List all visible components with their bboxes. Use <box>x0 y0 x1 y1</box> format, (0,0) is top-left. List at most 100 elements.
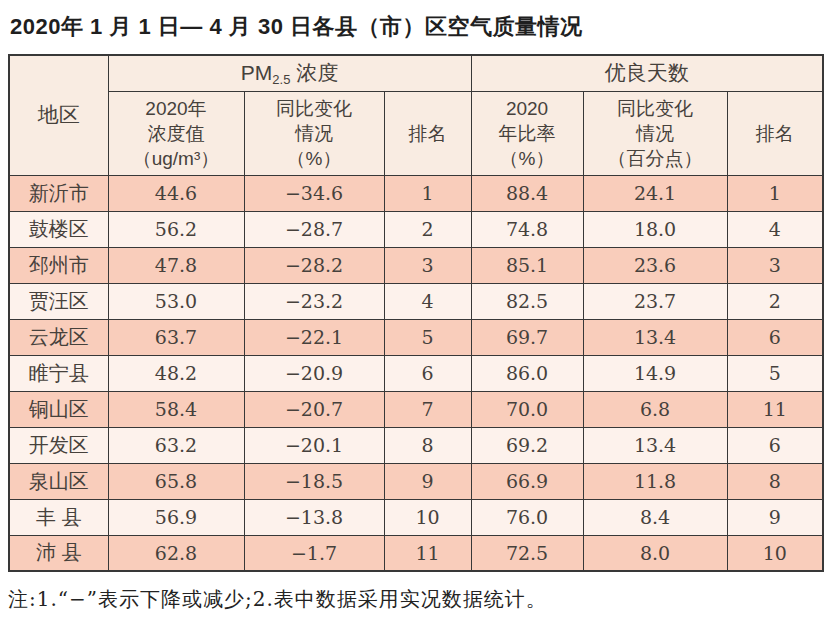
gd-rank-cell: 3 <box>727 247 823 283</box>
pm-rank-cell: 8 <box>384 427 471 463</box>
table-row: 铜山区 58.4 −20.7 7 70.0 6.8 11 <box>9 391 823 427</box>
gd-rank-cell: 1 <box>727 175 823 211</box>
table-row: 沛 县 62.8 −1.7 11 72.5 8.0 10 <box>9 535 823 571</box>
pm-value-cell: 58.4 <box>108 391 244 427</box>
pm-change-cell: −23.2 <box>244 283 384 319</box>
pm-value-cell: 56.9 <box>108 499 244 535</box>
gd-ratio-cell: 69.2 <box>471 427 583 463</box>
region-cell: 云龙区 <box>9 319 108 355</box>
gd-change-header: 同比变化 情况 （百分点） <box>583 91 727 175</box>
pm25-label-subscript: 2.5 <box>272 72 290 87</box>
pm-value-cell: 62.8 <box>108 535 244 571</box>
gd-ratio-cell: 86.0 <box>471 355 583 391</box>
table-body: 新沂市 44.6 −34.6 1 88.4 24.1 1 鼓楼区 56.2 −2… <box>9 175 823 571</box>
gd-ratio-cell: 72.5 <box>471 535 583 571</box>
region-cell: 泉山区 <box>9 463 108 499</box>
pm-value-cell: 47.8 <box>108 247 244 283</box>
table-row: 睢宁县 48.2 −20.9 6 86.0 14.9 5 <box>9 355 823 391</box>
table-row: 开发区 63.2 −20.1 8 69.2 13.4 6 <box>9 427 823 463</box>
gd-rank-cell: 5 <box>727 355 823 391</box>
pm-change-cell: −20.7 <box>244 391 384 427</box>
region-cell: 睢宁县 <box>9 355 108 391</box>
pm25-group-header: PM2.5 浓度 <box>108 55 471 91</box>
page: 2020年 1 月 1 日— 4 月 30 日各县（市）区空气质量情况 地区 P… <box>0 0 825 620</box>
region-cell: 贾汪区 <box>9 283 108 319</box>
air-quality-table: 地区 PM2.5 浓度 优良天数 2020年 浓度值 （ug/m³） 同比变化 … <box>8 54 824 572</box>
pm-value-cell: 56.2 <box>108 211 244 247</box>
good-days-group-header: 优良天数 <box>471 55 823 91</box>
gd-rank-cell: 4 <box>727 211 823 247</box>
region-cell: 新沂市 <box>9 175 108 211</box>
gd-rank-header: 排名 <box>727 91 823 175</box>
pm-rank-cell: 2 <box>384 211 471 247</box>
pm-change-cell: −18.5 <box>244 463 384 499</box>
pm-change-cell: −1.7 <box>244 535 384 571</box>
gd-ratio-cell: 74.8 <box>471 211 583 247</box>
header-sub-row: 2020年 浓度值 （ug/m³） 同比变化 情况 （%） 排名 2020 年比… <box>9 91 823 175</box>
gd-ratio-cell: 76.0 <box>471 499 583 535</box>
page-title: 2020年 1 月 1 日— 4 月 30 日各县（市）区空气质量情况 <box>10 12 817 42</box>
gd-change-cell: 18.0 <box>583 211 727 247</box>
footnote: 注:1.“−”表示下降或减少;2.表中数据采用实况数据统计。 <box>8 586 817 613</box>
table-row: 贾汪区 53.0 −23.2 4 82.5 23.7 2 <box>9 283 823 319</box>
table-row: 新沂市 44.6 −34.6 1 88.4 24.1 1 <box>9 175 823 211</box>
gd-change-cell: 6.8 <box>583 391 727 427</box>
gd-rank-cell: 10 <box>727 535 823 571</box>
pm-rank-cell: 7 <box>384 391 471 427</box>
pm-value-cell: 44.6 <box>108 175 244 211</box>
pm-value-cell: 63.7 <box>108 319 244 355</box>
pm25-label-suffix: 浓度 <box>290 61 338 84</box>
pm-rank-cell: 10 <box>384 499 471 535</box>
gd-ratio-header: 2020 年比率 （%） <box>471 91 583 175</box>
pm-rank-cell: 5 <box>384 319 471 355</box>
gd-ratio-cell: 69.7 <box>471 319 583 355</box>
gd-ratio-cell: 85.1 <box>471 247 583 283</box>
gd-change-cell: 11.8 <box>583 463 727 499</box>
pm-change-cell: −28.2 <box>244 247 384 283</box>
pm-rank-cell: 6 <box>384 355 471 391</box>
gd-ratio-cell: 82.5 <box>471 283 583 319</box>
pm-rank-cell: 4 <box>384 283 471 319</box>
gd-rank-cell: 11 <box>727 391 823 427</box>
table-row: 云龙区 63.7 −22.1 5 69.7 13.4 6 <box>9 319 823 355</box>
pm-rank-cell: 3 <box>384 247 471 283</box>
pm-value-cell: 63.2 <box>108 427 244 463</box>
gd-ratio-cell: 88.4 <box>471 175 583 211</box>
region-cell: 邳州市 <box>9 247 108 283</box>
pm-change-cell: −22.1 <box>244 319 384 355</box>
gd-rank-cell: 8 <box>727 463 823 499</box>
pm-rank-header: 排名 <box>384 91 471 175</box>
table-header: 地区 PM2.5 浓度 优良天数 2020年 浓度值 （ug/m³） 同比变化 … <box>9 55 823 175</box>
gd-rank-cell: 9 <box>727 499 823 535</box>
table-row: 丰 县 56.9 −13.8 10 76.0 8.4 9 <box>9 499 823 535</box>
region-cell: 铜山区 <box>9 391 108 427</box>
gd-ratio-cell: 66.9 <box>471 463 583 499</box>
region-cell: 开发区 <box>9 427 108 463</box>
region-cell: 鼓楼区 <box>9 211 108 247</box>
region-cell: 沛 县 <box>9 535 108 571</box>
pm-change-cell: −13.8 <box>244 499 384 535</box>
table-row: 泉山区 65.8 −18.5 9 66.9 11.8 8 <box>9 463 823 499</box>
pm-value-cell: 48.2 <box>108 355 244 391</box>
header-group-row: 地区 PM2.5 浓度 优良天数 <box>9 55 823 91</box>
gd-change-cell: 23.7 <box>583 283 727 319</box>
pm-rank-cell: 9 <box>384 463 471 499</box>
pm-change-cell: −34.6 <box>244 175 384 211</box>
gd-rank-cell: 6 <box>727 427 823 463</box>
gd-change-cell: 14.9 <box>583 355 727 391</box>
pm-value-cell: 65.8 <box>108 463 244 499</box>
gd-ratio-cell: 70.0 <box>471 391 583 427</box>
pm-value-cell: 53.0 <box>108 283 244 319</box>
table-row: 鼓楼区 56.2 −28.7 2 74.8 18.0 4 <box>9 211 823 247</box>
pm-change-cell: −20.1 <box>244 427 384 463</box>
gd-change-cell: 13.4 <box>583 427 727 463</box>
gd-change-cell: 24.1 <box>583 175 727 211</box>
pm-rank-cell: 1 <box>384 175 471 211</box>
gd-change-cell: 8.4 <box>583 499 727 535</box>
pm25-label-prefix: PM <box>241 61 273 84</box>
table-row: 邳州市 47.8 −28.2 3 85.1 23.6 3 <box>9 247 823 283</box>
pm-change-header: 同比变化 情况 （%） <box>244 91 384 175</box>
pm-rank-cell: 11 <box>384 535 471 571</box>
gd-rank-cell: 2 <box>727 283 823 319</box>
gd-change-cell: 23.6 <box>583 247 727 283</box>
